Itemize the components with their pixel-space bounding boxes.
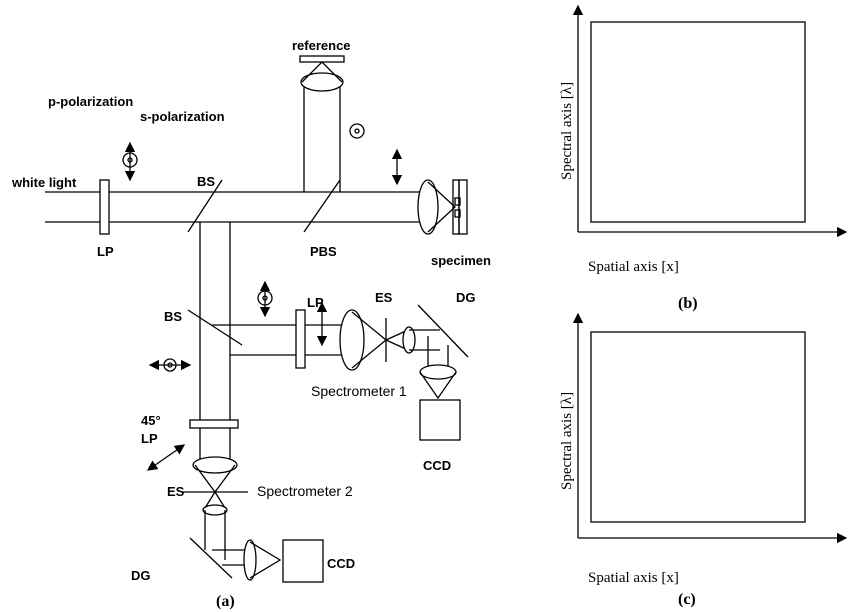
caption: (b) — [678, 295, 698, 312]
y-axis-label: Spectral axis [λ] — [559, 392, 575, 490]
optical-setup — [45, 56, 468, 582]
spectral-image — [591, 22, 805, 222]
label: 45° — [141, 413, 161, 428]
label: CCD — [327, 556, 355, 571]
y-axis-label: Spectral axis [λ] — [559, 82, 575, 180]
x-axis-label: Spatial axis [x] — [588, 259, 679, 275]
label: LP — [307, 295, 324, 310]
panel-b: Spectral axis [λ] Spatial axis [x] (b) — [559, 6, 846, 312]
panel-a-labels: reference p-polarization s-polarization … — [11, 38, 491, 610]
label: CCD — [423, 458, 451, 473]
label: Spectrometer 2 — [257, 483, 353, 499]
figure: reference p-polarization s-polarization … — [0, 0, 849, 612]
label: PBS — [310, 244, 337, 259]
label: DG — [456, 290, 476, 305]
label: white light — [11, 175, 77, 190]
label: BS — [164, 309, 182, 324]
label: Spectrometer 1 — [311, 383, 407, 399]
panel-c: Spectral axis [λ] Spatial axis [x] (c) — [559, 314, 846, 608]
label: reference — [292, 38, 351, 53]
label: LP — [141, 431, 158, 446]
label: p-polarization — [48, 94, 133, 109]
label: LP — [97, 244, 114, 259]
caption: (c) — [678, 591, 696, 608]
x-axis-label: Spatial axis [x] — [588, 570, 679, 586]
label: DG — [131, 568, 151, 583]
spectral-image — [591, 332, 805, 522]
label: ES — [375, 290, 393, 305]
caption: (a) — [216, 593, 235, 610]
label: specimen — [431, 253, 491, 268]
label: ES — [167, 484, 185, 499]
label: s-polarization — [140, 109, 225, 124]
label: BS — [197, 174, 215, 189]
